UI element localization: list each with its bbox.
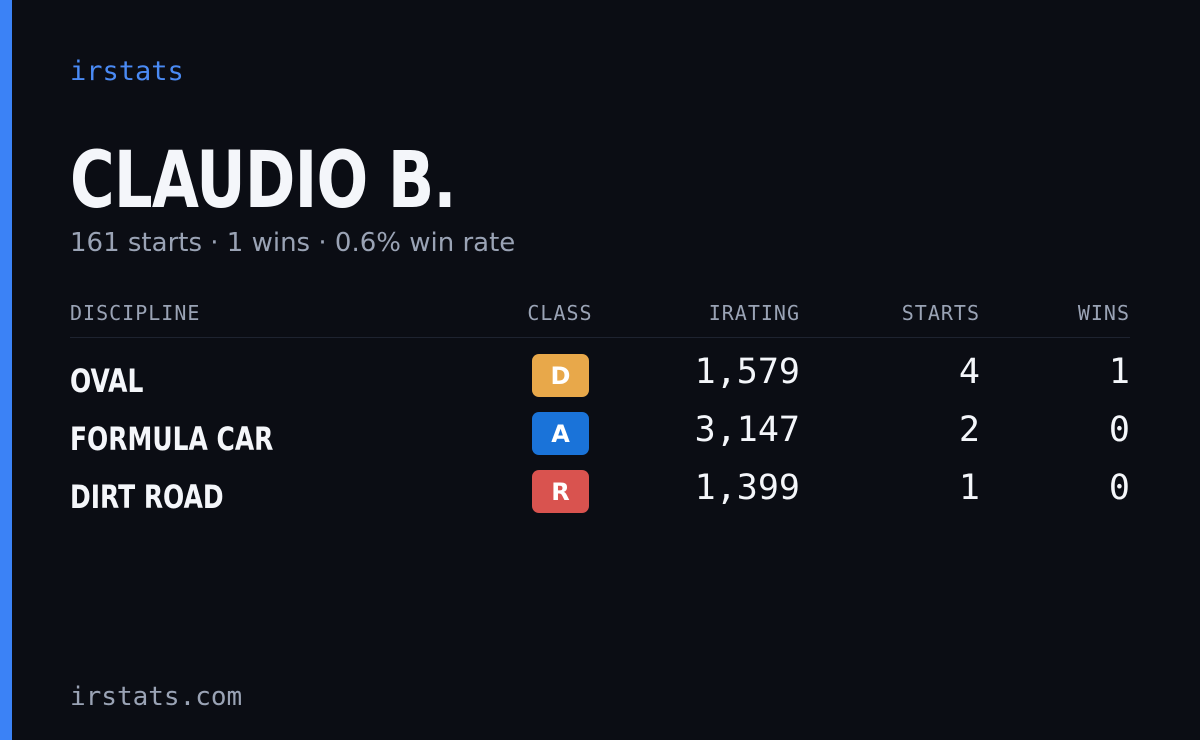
discipline: OVAL — [70, 362, 144, 400]
class-badge: R — [532, 470, 589, 513]
starts: 4 — [958, 352, 980, 392]
irating: 1,399 — [694, 468, 800, 508]
irating: 1,579 — [694, 352, 800, 392]
accent-bar — [0, 0, 12, 740]
irating: 3,147 — [694, 410, 800, 450]
summary: 161 starts · 1 wins · 0.6% win rate — [70, 228, 516, 258]
wins: 0 — [1108, 410, 1130, 450]
column-header: WINS — [1077, 301, 1130, 325]
discipline: FORMULA CAR — [70, 420, 274, 458]
starts: 2 — [958, 410, 980, 450]
discipline: DIRT ROAD — [70, 478, 224, 516]
class-badge: D — [532, 354, 589, 397]
footer: irstats.com — [70, 682, 243, 712]
column-header: IRATING — [708, 301, 800, 325]
class-badge: A — [532, 412, 589, 455]
wins: 0 — [1108, 468, 1130, 508]
wins: 1 — [1108, 352, 1130, 392]
column-header: STARTS — [901, 301, 980, 325]
starts: 1 — [958, 468, 980, 508]
brand: irstats — [70, 56, 184, 87]
column-header: DISCIPLINE — [70, 301, 201, 325]
header-rule — [70, 337, 1130, 338]
column-header: CLASS — [527, 301, 593, 325]
driver-name: CLAUDIO B. — [70, 136, 457, 226]
